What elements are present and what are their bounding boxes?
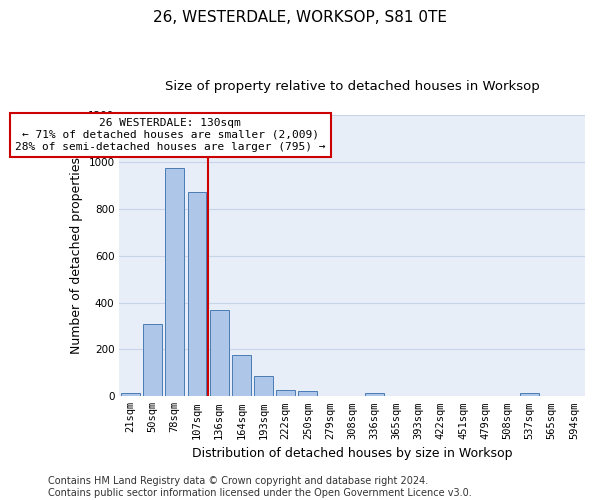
Bar [143, 324, 162, 396]
Bar [254, 376, 273, 396]
X-axis label: Distribution of detached houses by size in Worksop: Distribution of detached houses by size … [192, 447, 512, 460]
Bar [276, 390, 295, 396]
Text: Contains HM Land Registry data © Crown copyright and database right 2024.
Contai: Contains HM Land Registry data © Crown c… [48, 476, 472, 498]
Title: Size of property relative to detached houses in Worksop: Size of property relative to detached ho… [165, 80, 539, 93]
Bar [188, 192, 206, 396]
Bar [298, 391, 317, 396]
Bar [232, 356, 251, 397]
Text: 26 WESTERDALE: 130sqm
← 71% of detached houses are smaller (2,009)
28% of semi-d: 26 WESTERDALE: 130sqm ← 71% of detached … [15, 118, 326, 152]
Bar [365, 394, 384, 396]
Bar [209, 310, 229, 396]
Bar [121, 393, 140, 396]
Bar [166, 168, 184, 396]
Bar [520, 393, 539, 396]
Text: 26, WESTERDALE, WORKSOP, S81 0TE: 26, WESTERDALE, WORKSOP, S81 0TE [153, 10, 447, 25]
Y-axis label: Number of detached properties: Number of detached properties [70, 157, 83, 354]
